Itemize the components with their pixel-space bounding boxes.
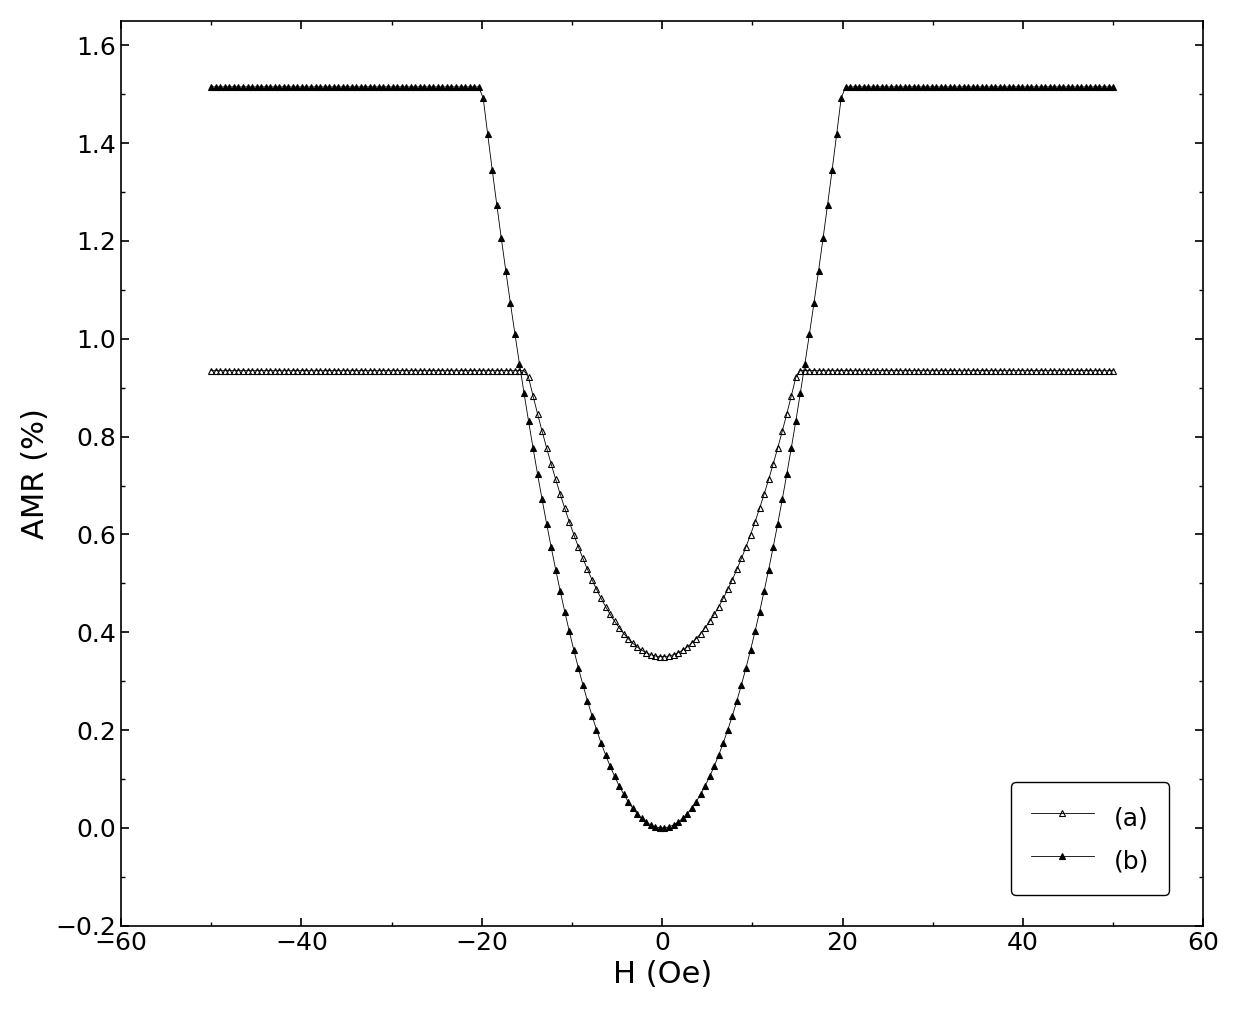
(b) — [1065, 81, 1080, 93]
(b) — [372, 81, 387, 93]
Legend: (a), (b): (a), (b) — [1011, 782, 1169, 895]
(b) — [1106, 81, 1121, 93]
(a) — [1033, 365, 1048, 377]
(a) — [258, 365, 273, 377]
(a) — [203, 365, 218, 377]
(b) — [657, 822, 672, 834]
(b) — [258, 81, 273, 93]
(b) — [241, 81, 255, 93]
(b) — [444, 81, 459, 93]
(a) — [657, 650, 672, 663]
Line: (b): (b) — [208, 84, 1116, 831]
(a) — [1065, 365, 1080, 377]
X-axis label: H (Oe): H (Oe) — [613, 961, 712, 989]
(b) — [203, 81, 218, 93]
(a) — [1106, 365, 1121, 377]
(a) — [241, 365, 255, 377]
Y-axis label: AMR (%): AMR (%) — [21, 408, 50, 538]
(a) — [444, 365, 459, 377]
Line: (a): (a) — [208, 367, 1116, 661]
(a) — [372, 365, 387, 377]
(b) — [1033, 81, 1048, 93]
